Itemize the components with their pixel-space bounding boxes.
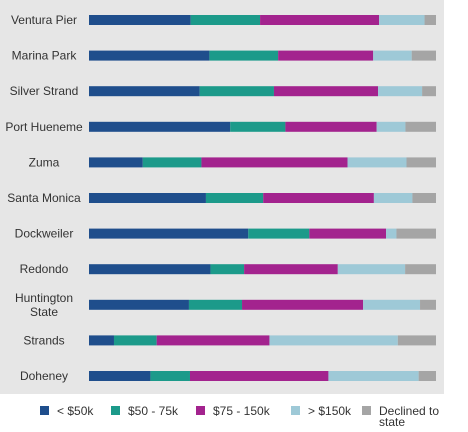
bar-segment xyxy=(89,86,200,97)
bar-segment xyxy=(412,193,436,203)
legend-swatch xyxy=(111,406,120,415)
bar-segment xyxy=(397,335,436,346)
bar-segment xyxy=(273,86,379,97)
category-label-line: Dockweiler xyxy=(15,227,74,241)
bar-segment xyxy=(205,193,264,203)
bar-segment xyxy=(150,371,190,381)
bar-segment xyxy=(405,264,436,275)
bar-segment xyxy=(386,228,397,239)
legend-label: < $50k xyxy=(57,404,94,418)
bar-segment xyxy=(260,15,380,25)
legend-label-line: > $150k xyxy=(308,404,352,418)
category-label-line: Huntington xyxy=(15,291,73,305)
legend-label-line: < $50k xyxy=(57,404,94,418)
bar-segment xyxy=(376,121,406,132)
bar-segment xyxy=(373,50,412,61)
category-label: Huntington State xyxy=(15,291,73,319)
bar-segment xyxy=(378,86,423,97)
bar-segment xyxy=(113,335,157,346)
bar-segment xyxy=(263,193,374,203)
bar-segment xyxy=(156,335,270,346)
category-label-line: Santa Monica xyxy=(7,191,81,205)
bar-segment xyxy=(405,121,436,132)
legend-label-line: state xyxy=(379,415,405,429)
legend-label: $50 - 75k xyxy=(128,404,179,418)
bars-group xyxy=(89,15,436,381)
category-label-line: Redondo xyxy=(20,262,69,276)
category-label: Ventura Pier xyxy=(11,13,77,27)
category-label-line: Marina Park xyxy=(12,49,78,63)
bar-segment xyxy=(189,371,329,381)
category-label-line: Strands xyxy=(23,333,64,347)
category-label: Marina Park xyxy=(12,49,78,63)
bar-segment xyxy=(269,335,398,346)
bar-segment xyxy=(396,228,436,239)
category-label: Redondo xyxy=(20,262,69,276)
legend-swatch xyxy=(196,406,205,415)
bar-segment xyxy=(244,264,338,275)
bar-segment xyxy=(406,157,436,168)
bar-segment xyxy=(210,264,245,275)
category-label: Zuma xyxy=(29,155,60,169)
bar-segment xyxy=(209,50,279,61)
bar-segment xyxy=(328,371,419,381)
category-label-line: State xyxy=(30,305,58,319)
bar-segment xyxy=(424,15,436,25)
bar-segment xyxy=(411,50,436,61)
bar-segment xyxy=(242,299,364,310)
legend-swatch xyxy=(40,406,49,415)
legend-swatch xyxy=(291,406,300,415)
legend-label: > $150k xyxy=(308,404,352,418)
bar-segment xyxy=(188,299,243,310)
bar-segment xyxy=(337,264,406,275)
bar-segment xyxy=(278,50,374,61)
category-label: Dockweiler xyxy=(15,227,74,241)
category-label: Doheney xyxy=(20,369,68,383)
bar-segment xyxy=(89,157,143,168)
bar-segment xyxy=(420,299,436,310)
bar-segment xyxy=(89,264,211,275)
category-label: Santa Monica xyxy=(7,191,81,205)
bar-segment xyxy=(373,193,413,203)
category-label-line: Silver Strand xyxy=(10,84,79,98)
legend: < $50k $50 - 75k $75 - 150k > $150k Declined… xyxy=(40,404,439,429)
legend-label: $75 - 150k xyxy=(213,404,271,418)
bar-segment xyxy=(347,157,407,168)
legend-label-line: Declined to xyxy=(379,404,439,418)
bar-segment xyxy=(190,15,261,25)
bar-segment xyxy=(285,121,377,132)
category-label-line: Doheney xyxy=(20,369,68,383)
bar-segment xyxy=(89,299,189,310)
bar-segment xyxy=(309,228,387,239)
bar-segment xyxy=(142,157,202,168)
bar-segment xyxy=(201,157,348,168)
bar-segment xyxy=(248,228,310,239)
category-label: Strands xyxy=(23,333,64,347)
bar-segment xyxy=(89,335,114,346)
bar-segment xyxy=(89,121,231,132)
legend-label-line: $50 - 75k xyxy=(128,404,179,418)
bar-segment xyxy=(89,50,210,61)
bar-segment xyxy=(89,228,249,239)
category-label-line: Zuma xyxy=(29,155,60,169)
bar-segment xyxy=(230,121,286,132)
bar-segment xyxy=(199,86,274,97)
category-label: Port Hueneme xyxy=(5,120,83,134)
legend-swatch xyxy=(362,406,371,415)
category-label: Silver Strand xyxy=(10,84,79,98)
bar-segment xyxy=(422,86,436,97)
legend-label: Declined to state xyxy=(379,404,439,429)
category-labels: Ventura Pier Marina Park Silver Strand Port… xyxy=(5,13,83,383)
legend-label-line: $75 - 150k xyxy=(213,404,271,418)
bar-segment xyxy=(89,15,191,25)
bar-segment xyxy=(89,193,206,203)
bar-segment xyxy=(363,299,421,310)
bar-segment xyxy=(379,15,425,25)
bar-segment xyxy=(89,371,151,381)
bar-segment xyxy=(418,371,436,381)
category-label-line: Port Hueneme xyxy=(5,120,83,134)
category-label-line: Ventura Pier xyxy=(11,13,77,27)
